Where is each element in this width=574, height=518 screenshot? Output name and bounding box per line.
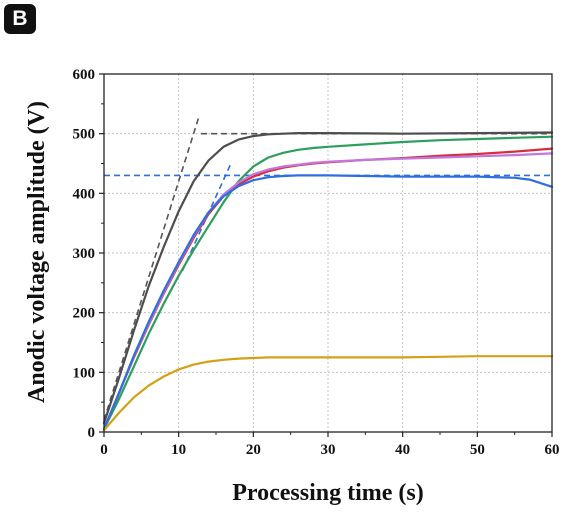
- panel-label: B: [4, 4, 36, 34]
- x-axis-title: Processing time (s): [232, 480, 424, 506]
- series-line-5: [102, 174, 554, 431]
- x-tick-label: 20: [246, 442, 261, 458]
- series-line-1: [102, 131, 554, 425]
- y-tick-label: 400: [73, 186, 96, 202]
- x-tick-label: 50: [470, 442, 485, 458]
- y-axis-title: Anodic voltage amplitude (V): [24, 101, 50, 403]
- x-tick-label: 10: [171, 442, 186, 458]
- y-tick-label: 300: [73, 246, 96, 262]
- x-tick-label: 40: [395, 442, 410, 458]
- y-tick-label: 200: [73, 306, 96, 322]
- grid-lines: [104, 74, 552, 432]
- y-tick-label: 100: [73, 365, 96, 381]
- x-tick-label: 0: [100, 442, 108, 458]
- x-tick-label: 60: [545, 442, 560, 458]
- axes: [99, 73, 553, 437]
- series-lines: [102, 131, 554, 432]
- guide-line: [103, 116, 200, 421]
- series-line-2: [102, 135, 554, 431]
- series-line-6: [102, 355, 554, 432]
- y-tick-label: 0: [88, 425, 96, 441]
- y-tick-label: 600: [73, 67, 96, 83]
- x-tick-label: 30: [321, 442, 336, 458]
- y-tick-label: 500: [73, 127, 96, 143]
